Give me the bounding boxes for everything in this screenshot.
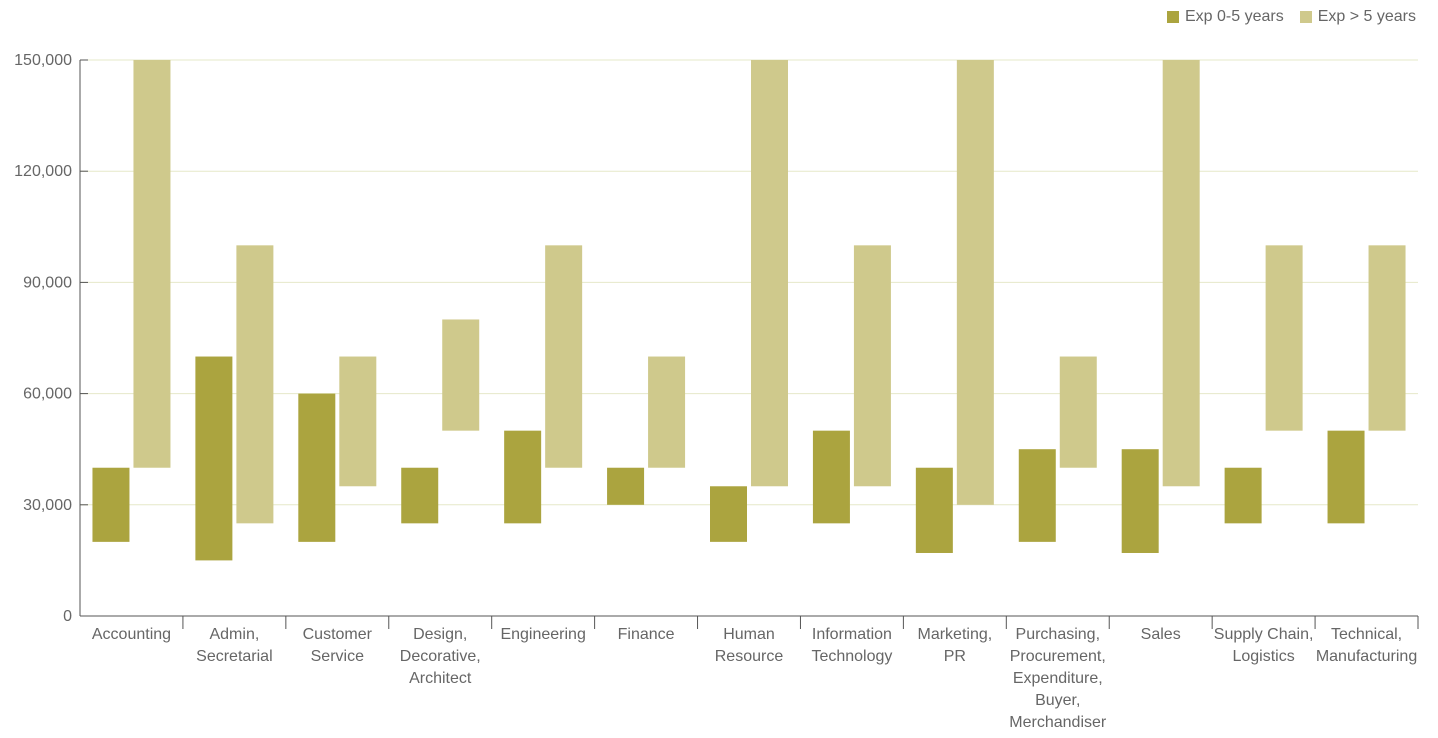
x-tick-label: Human Resource <box>715 626 784 665</box>
x-tick-label-line: Customer <box>303 626 373 643</box>
x-tick-label-line: Supply Chain, <box>1214 626 1314 643</box>
x-tick-label: Sales <box>1141 626 1181 643</box>
bar-exp-over-5-9 <box>1059 356 1097 468</box>
bar-exp-0-5-6 <box>710 486 747 542</box>
x-tick-label-line: PR <box>944 648 966 665</box>
x-tick-label: Information Technology <box>811 626 892 665</box>
legend-swatch-exp-over-5 <box>1299 11 1312 23</box>
x-tick-label: Marketing, PR <box>917 626 992 665</box>
y-tick-label: 60,000 <box>23 386 72 403</box>
x-tick-label-line: Resource <box>715 648 784 665</box>
bar-exp-0-5-7 <box>812 430 850 524</box>
x-tick-label-line: Technical, <box>1331 626 1402 643</box>
x-tick-label: Supply Chain, Logistics <box>1214 626 1314 665</box>
bar-exp-over-5-3 <box>442 319 480 431</box>
bar-exp-over-5-12 <box>1368 245 1406 431</box>
x-tick-label-line: Design, <box>413 626 467 643</box>
bar-exp-0-5-5 <box>607 467 645 505</box>
y-tick-label: 30,000 <box>23 497 72 514</box>
x-tick-label: Customer Service <box>303 626 373 665</box>
legend-label-exp-0-5: Exp 0-5 years <box>1185 8 1284 25</box>
bar-exp-over-5-2 <box>339 356 377 487</box>
bar-exp-over-5-0 <box>133 60 171 468</box>
x-tick-label-line: Engineering <box>500 626 585 643</box>
legend: Exp 0-5 years Exp > 5 years <box>1151 8 1416 26</box>
bar-exp-over-5-7 <box>853 245 891 487</box>
x-tick-label: Accounting <box>92 626 171 643</box>
bar-exp-over-5-6 <box>751 60 788 487</box>
bar-exp-0-5-4 <box>504 430 542 524</box>
x-tick-label-line: Purchasing, <box>1016 626 1101 643</box>
x-tick-label-line: Accounting <box>92 626 171 643</box>
y-tick-label: 120,000 <box>14 163 72 180</box>
x-tick-label-line: Technology <box>811 648 892 665</box>
bar-exp-0-5-1 <box>195 356 233 561</box>
x-tick-label: Finance <box>618 626 675 643</box>
x-tick-label: Engineering <box>500 626 585 643</box>
bar-exp-0-5-0 <box>92 467 130 542</box>
bar-exp-over-5-4 <box>545 245 583 468</box>
bar-exp-over-5-11 <box>1265 245 1303 431</box>
legend-item-exp-over-5: Exp > 5 years <box>1299 8 1416 26</box>
y-tick-label: 150,000 <box>14 52 72 69</box>
y-tick-label: 0 <box>63 608 72 625</box>
x-tick-label-line: Manufacturing <box>1316 648 1417 665</box>
x-tick-label: Purchasing, Procurement, Expenditure, Buyer… <box>1009 626 1107 731</box>
x-tick-label-line: Marketing, <box>917 626 992 643</box>
x-tick-label-line: Decorative, <box>400 648 481 665</box>
x-tick-label: Admin, Secretarial <box>196 626 272 665</box>
x-tick-label-line: Information <box>812 626 892 643</box>
bar-exp-over-5-8 <box>956 60 994 505</box>
bar-exp-0-5-12 <box>1327 430 1365 524</box>
x-tick-label-line: Sales <box>1141 626 1181 643</box>
x-tick-label-line: Admin, <box>209 626 259 643</box>
bar-exp-0-5-11 <box>1224 467 1262 524</box>
x-tick-label-line: Secretarial <box>196 648 272 665</box>
bar-exp-0-5-2 <box>298 393 336 542</box>
legend-label-exp-over-5: Exp > 5 years <box>1317 8 1416 25</box>
x-tick-label-line: Expenditure, <box>1013 670 1103 687</box>
x-tick-label-line: Buyer, <box>1035 692 1080 709</box>
x-tick-label-line: Human <box>723 626 775 643</box>
bar-exp-0-5-3 <box>401 467 439 524</box>
x-tick-label-line: Architect <box>409 670 472 687</box>
x-tick-label-line: Service <box>311 648 364 665</box>
x-tick-label: Design, Decorative, Architect <box>400 626 481 687</box>
bar-exp-0-5-8 <box>915 467 953 553</box>
bar-exp-over-5-10 <box>1162 60 1200 487</box>
x-tick-label-line: Finance <box>618 626 675 643</box>
x-tick-label-line: Logistics <box>1232 648 1294 665</box>
x-tick-label-line: Merchandiser <box>1009 714 1107 731</box>
bar-exp-0-5-10 <box>1121 449 1159 553</box>
bar-exp-over-5-5 <box>648 356 686 468</box>
legend-item-exp-0-5: Exp 0-5 years <box>1167 8 1284 26</box>
y-tick-label: 90,000 <box>23 274 72 291</box>
x-tick-label: Technical, Manufacturing <box>1316 626 1417 665</box>
legend-swatch-exp-0-5 <box>1167 11 1179 23</box>
bar-exp-over-5-1 <box>236 245 274 524</box>
bar-exp-0-5-9 <box>1018 449 1056 542</box>
x-tick-label-line: Procurement, <box>1010 648 1106 665</box>
